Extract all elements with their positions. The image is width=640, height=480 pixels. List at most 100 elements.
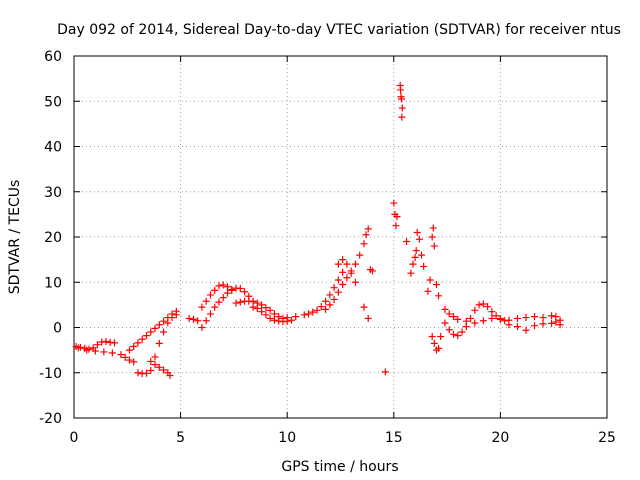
y-tick-label: 60 (44, 49, 62, 65)
data-point (130, 343, 138, 351)
data-point (409, 260, 417, 268)
data-point (488, 314, 496, 322)
data-point (326, 301, 334, 309)
data-point (224, 289, 232, 297)
data-point (467, 314, 475, 322)
data-point (151, 324, 159, 332)
data-point (134, 339, 142, 347)
data-point (219, 294, 227, 302)
data-point (368, 267, 376, 275)
data-point (334, 260, 342, 268)
data-point (305, 310, 313, 318)
data-point (360, 303, 368, 311)
data-point (215, 282, 223, 290)
data-point (155, 339, 163, 347)
data-point (334, 276, 342, 284)
data-point (381, 368, 389, 376)
data-point (364, 225, 372, 233)
data-point (130, 358, 138, 366)
data-point (142, 369, 150, 377)
data-point (392, 222, 400, 230)
data-point (364, 314, 372, 322)
data-point (407, 269, 415, 277)
data-point (484, 303, 492, 311)
y-tick-label: 30 (44, 185, 62, 201)
y-tick-label: 20 (44, 230, 62, 246)
data-point (262, 304, 270, 312)
data-point (471, 306, 479, 314)
data-point (155, 363, 163, 371)
x-axis-label: GPS time / hours (281, 459, 398, 475)
x-tick-label: 15 (385, 430, 403, 446)
data-point (211, 303, 219, 311)
data-point (117, 351, 125, 359)
data-point (435, 292, 443, 300)
data-point (339, 256, 347, 264)
data-point (449, 330, 457, 338)
data-point (552, 318, 560, 326)
data-point (430, 339, 438, 347)
data-points (72, 81, 564, 379)
data-point (513, 314, 521, 322)
data-point (441, 305, 449, 313)
data-point (531, 322, 539, 330)
data-point (403, 238, 411, 246)
data-point (539, 320, 547, 328)
data-point (102, 338, 110, 346)
data-point (266, 314, 274, 322)
data-point (471, 319, 479, 327)
data-point (496, 315, 504, 323)
data-point (151, 353, 159, 361)
data-point (360, 240, 368, 248)
data-point (253, 304, 261, 312)
y-tick-label: -20 (39, 411, 62, 427)
data-point (432, 281, 440, 289)
data-point (287, 316, 295, 324)
data-point (189, 315, 197, 323)
data-point (111, 339, 119, 347)
data-point (548, 312, 556, 320)
data-point (258, 308, 266, 316)
y-axis-label: SDTVAR / TECUs (7, 180, 23, 295)
data-point (393, 213, 401, 221)
data-point (454, 332, 462, 340)
data-point (262, 311, 270, 319)
data-point (351, 260, 359, 268)
data-point (339, 281, 347, 289)
data-point (449, 313, 457, 321)
data-point (211, 286, 219, 294)
x-tick-label: 10 (278, 430, 296, 446)
x-tick-label: 0 (70, 430, 79, 446)
data-point (134, 369, 142, 377)
data-point (249, 303, 257, 311)
data-point (326, 291, 334, 299)
data-point (362, 231, 370, 239)
y-tick-label: 50 (44, 94, 62, 110)
x-tick-label: 25 (598, 430, 616, 446)
data-point (168, 314, 176, 322)
data-point (339, 268, 347, 276)
data-point (224, 283, 232, 291)
chart-title: Day 092 of 2014, Sidereal Day-to-day VTE… (57, 22, 621, 38)
data-point (313, 306, 321, 314)
data-point (458, 328, 466, 336)
data-point (121, 353, 129, 361)
x-tick-label: 20 (491, 430, 509, 446)
data-point (351, 278, 359, 286)
data-point (397, 95, 405, 103)
data-point (475, 301, 483, 309)
data-point (522, 314, 530, 322)
data-point (356, 251, 364, 259)
y-tick-label: -10 (39, 366, 62, 382)
data-point (488, 308, 496, 316)
data-point (198, 324, 206, 331)
data-point (160, 366, 168, 374)
data-point (147, 328, 155, 336)
data-point (441, 319, 449, 327)
data-point (322, 297, 330, 305)
x-tick-label: 5 (176, 430, 185, 446)
data-point (411, 253, 419, 261)
data-point (100, 348, 108, 356)
y-tick-label: 40 (44, 140, 62, 156)
